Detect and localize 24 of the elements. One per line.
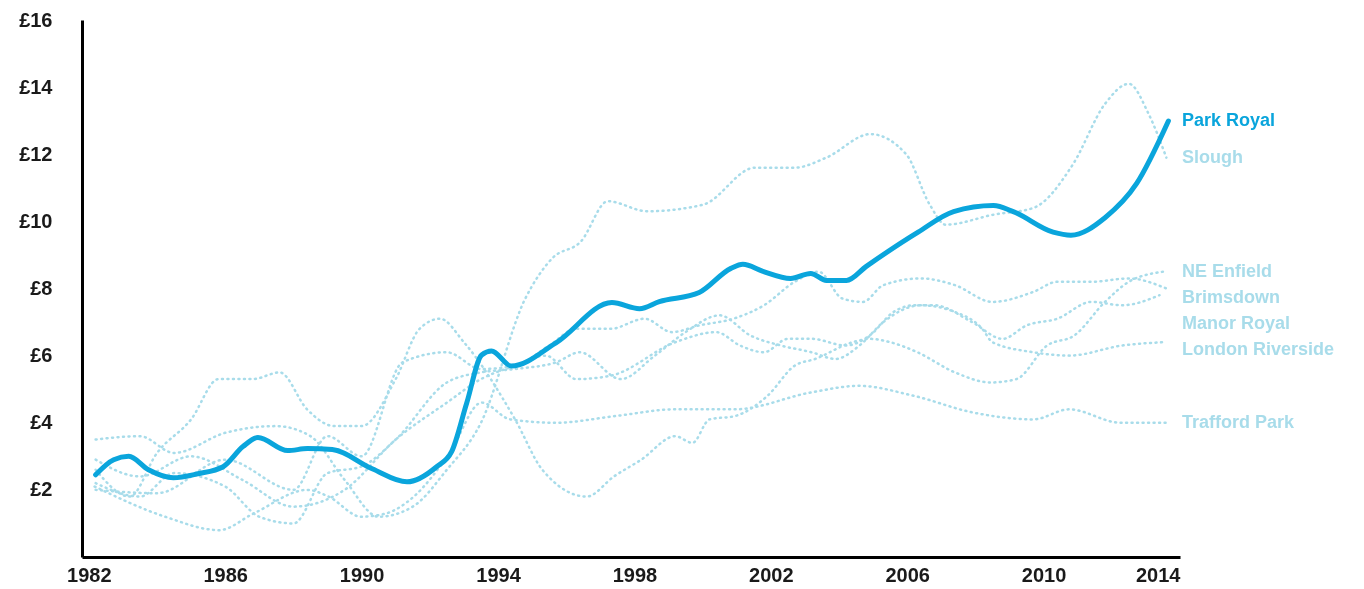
x-tick-label: 2014	[1136, 563, 1182, 586]
series-label: London Riverside	[1182, 338, 1335, 359]
x-tick-label: 1998	[612, 563, 658, 586]
x-tick-label: 1994	[476, 563, 522, 586]
x-tick-label: 1990	[339, 563, 385, 586]
series-label: Park Royal	[1182, 110, 1276, 131]
series-label: Slough	[1182, 146, 1243, 167]
series-label: Trafford Park	[1182, 411, 1296, 432]
y-tick-label: £4	[30, 411, 54, 434]
x-tick-label: 2010	[1021, 563, 1067, 586]
y-tick-label: £8	[30, 277, 53, 299]
y-tick-label: £16	[19, 8, 53, 31]
x-tick-label: 2006	[885, 563, 930, 586]
series-label: Brimsdown	[1182, 286, 1281, 307]
y-tick-label: £12	[19, 142, 53, 165]
y-tick-label: £2	[30, 478, 53, 501]
y-tick-label: £6	[30, 344, 53, 367]
series-label: NE Enfield	[1182, 260, 1273, 281]
x-tick-label: 1982	[67, 563, 112, 586]
y-tick-label: £10	[19, 209, 53, 232]
x-tick-label: 1986	[203, 563, 248, 586]
x-tick-label: 2002	[749, 563, 794, 586]
y-tick-label: £14	[19, 75, 54, 98]
series-label: Manor Royal	[1182, 312, 1291, 333]
